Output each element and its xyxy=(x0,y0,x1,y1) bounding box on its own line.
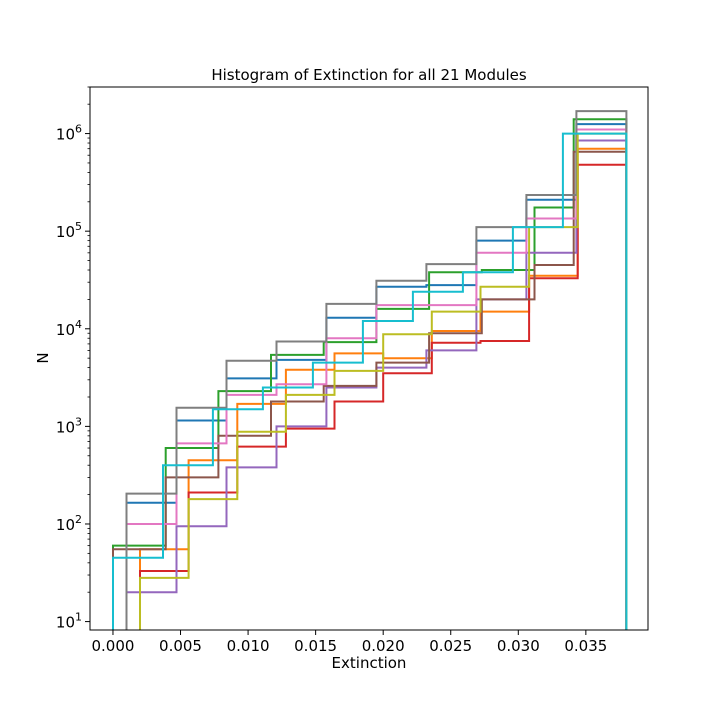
x-tick-label: 0.000 xyxy=(91,637,134,655)
plot-area xyxy=(112,110,628,630)
histogram-series-10 xyxy=(112,132,628,630)
y-axis-label: N xyxy=(34,352,52,363)
y-tick-label: 104 xyxy=(56,318,82,339)
histogram-series-5 xyxy=(125,139,628,630)
x-axis-label: Extinction xyxy=(332,654,407,672)
histogram-series-4 xyxy=(139,163,628,630)
histogram-series-7 xyxy=(125,128,628,630)
x-tick-label: 0.030 xyxy=(497,637,540,655)
y-tick-label: 105 xyxy=(56,220,82,241)
x-tick-label: 0.025 xyxy=(429,637,472,655)
y-tick-label: 101 xyxy=(56,611,82,632)
chart-title: Histogram of Extinction for all 21 Modul… xyxy=(211,66,527,84)
histogram-series-6 xyxy=(112,150,628,630)
x-tick-label: 0.035 xyxy=(564,637,607,655)
x-axis: 0.000 0.005 0.010 0.015 0.020 0.025 0.030 0.035 xyxy=(91,630,607,655)
histogram-series-8 xyxy=(125,110,628,630)
x-tick-label: 0.010 xyxy=(227,637,270,655)
y-tick-label: 106 xyxy=(56,123,82,144)
x-tick-label: 0.020 xyxy=(362,637,405,655)
y-tick-label: 102 xyxy=(56,513,82,534)
x-tick-label: 0.005 xyxy=(159,637,202,655)
y-tick-label: 103 xyxy=(56,415,82,436)
x-tick-label: 0.015 xyxy=(294,637,337,655)
histogram-series-3 xyxy=(112,118,628,630)
y-axis: 101 102 103 104 105 106 xyxy=(56,86,90,632)
